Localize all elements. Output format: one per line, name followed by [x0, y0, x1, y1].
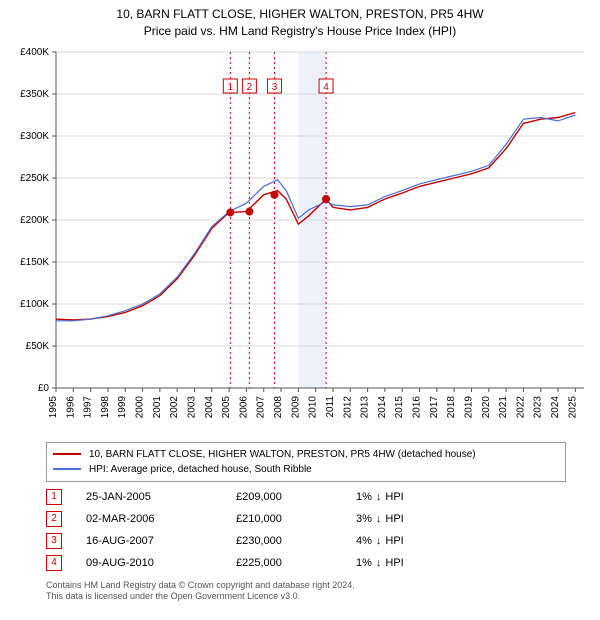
svg-text:1995: 1995: [48, 395, 59, 418]
svg-text:2005: 2005: [221, 395, 232, 418]
legend-item: 10, BARN FLATT CLOSE, HIGHER WALTON, PRE…: [53, 447, 559, 462]
svg-text:£400K: £400K: [20, 47, 49, 58]
sale-marker-box: 2: [46, 511, 62, 527]
legend-box: 10, BARN FLATT CLOSE, HIGHER WALTON, PRE…: [46, 442, 566, 482]
sale-row: 4 09-AUG-2010£225,0001%↓HPI: [46, 552, 566, 574]
sale-price: £209,000: [236, 491, 356, 503]
svg-text:2014: 2014: [377, 395, 388, 418]
svg-text:2009: 2009: [290, 395, 301, 418]
svg-text:2019: 2019: [463, 395, 474, 418]
svg-text:2025: 2025: [567, 395, 578, 418]
sale-delta: 1%↓HPI: [356, 491, 456, 503]
svg-text:2018: 2018: [446, 395, 457, 418]
svg-text:£0: £0: [38, 383, 50, 394]
sales-table: 125-JAN-2005£209,0001%↓HPI202-MAR-2006£2…: [46, 486, 566, 574]
title-line-2: Price paid vs. HM Land Registry's House …: [8, 23, 592, 40]
svg-text:2: 2: [247, 82, 253, 93]
svg-text:2015: 2015: [394, 395, 405, 418]
svg-text:3: 3: [272, 82, 278, 93]
svg-text:2024: 2024: [550, 395, 561, 418]
svg-text:£300K: £300K: [20, 131, 49, 142]
legend-swatch: [53, 468, 81, 470]
svg-text:2000: 2000: [135, 395, 146, 418]
sale-date: 09-AUG-2010: [86, 557, 236, 569]
svg-text:£100K: £100K: [20, 299, 49, 310]
sale-price: £210,000: [236, 513, 356, 525]
svg-text:£250K: £250K: [20, 173, 49, 184]
svg-text:2016: 2016: [412, 395, 423, 418]
arrow-down-icon: ↓: [376, 491, 382, 503]
svg-text:2002: 2002: [169, 395, 180, 418]
svg-text:4: 4: [323, 82, 329, 93]
svg-text:2010: 2010: [308, 395, 319, 418]
sale-delta: 1%↓HPI: [356, 557, 456, 569]
sale-date: 02-MAR-2006: [86, 513, 236, 525]
svg-text:1998: 1998: [100, 395, 111, 418]
line-chart-svg: £0 £50K £100K £150K £200K £250K £300K £350K £400…: [8, 44, 592, 436]
sale-delta: 3%↓HPI: [356, 513, 456, 525]
svg-text:2006: 2006: [238, 395, 249, 418]
sale-marker-box: 3: [46, 533, 62, 549]
svg-text:2007: 2007: [256, 395, 267, 418]
footer-line-1: Contains HM Land Registry data © Crown c…: [46, 580, 592, 592]
sale-price: £230,000: [236, 535, 356, 547]
svg-text:2004: 2004: [204, 395, 215, 418]
legend-item: HPI: Average price, detached house, Sout…: [53, 462, 559, 477]
svg-text:1997: 1997: [83, 395, 94, 418]
legend-swatch: [53, 453, 81, 455]
svg-text:2021: 2021: [498, 395, 509, 418]
svg-text:1999: 1999: [117, 395, 128, 418]
svg-text:2013: 2013: [360, 395, 371, 418]
svg-text:2023: 2023: [533, 395, 544, 418]
svg-text:£50K: £50K: [26, 341, 50, 352]
legend-label: 10, BARN FLATT CLOSE, HIGHER WALTON, PRE…: [89, 447, 476, 462]
svg-text:2001: 2001: [152, 395, 163, 418]
svg-text:2003: 2003: [186, 395, 197, 418]
svg-text:£200K: £200K: [20, 215, 49, 226]
arrow-down-icon: ↓: [376, 557, 382, 569]
svg-text:2022: 2022: [515, 395, 526, 418]
title-line-1: 10, BARN FLATT CLOSE, HIGHER WALTON, PRE…: [8, 6, 592, 23]
title-block: 10, BARN FLATT CLOSE, HIGHER WALTON, PRE…: [8, 6, 592, 40]
sale-marker-box: 1: [46, 489, 62, 505]
sale-price: £225,000: [236, 557, 356, 569]
svg-text:1996: 1996: [65, 395, 76, 418]
sale-marker-box: 4: [46, 555, 62, 571]
svg-text:£150K: £150K: [20, 257, 49, 268]
arrow-down-icon: ↓: [376, 513, 382, 525]
sale-delta: 4%↓HPI: [356, 535, 456, 547]
legend-label: HPI: Average price, detached house, Sout…: [89, 462, 312, 477]
svg-text:2017: 2017: [429, 395, 440, 418]
chart-container: 10, BARN FLATT CLOSE, HIGHER WALTON, PRE…: [0, 0, 600, 620]
svg-text:2012: 2012: [342, 395, 353, 418]
svg-text:2011: 2011: [325, 395, 336, 417]
svg-text:1: 1: [228, 82, 234, 93]
sale-date: 16-AUG-2007: [86, 535, 236, 547]
sale-row: 1 25-JAN-2005£209,0001%↓HPI: [46, 486, 566, 508]
svg-text:2008: 2008: [273, 395, 284, 418]
sale-row: 3 16-AUG-2007£230,0004%↓HPI: [46, 530, 566, 552]
arrow-down-icon: ↓: [376, 535, 382, 547]
svg-text:2020: 2020: [481, 395, 492, 418]
footer-attribution: Contains HM Land Registry data © Crown c…: [46, 580, 592, 603]
sale-row: 2 02-MAR-2006£210,0003%↓HPI: [46, 508, 566, 530]
svg-text:£350K: £350K: [20, 89, 49, 100]
sale-date: 25-JAN-2005: [86, 491, 236, 503]
footer-line-2: This data is licensed under the Open Gov…: [46, 591, 592, 603]
chart-area: £0 £50K £100K £150K £200K £250K £300K £350K £400…: [8, 44, 592, 436]
